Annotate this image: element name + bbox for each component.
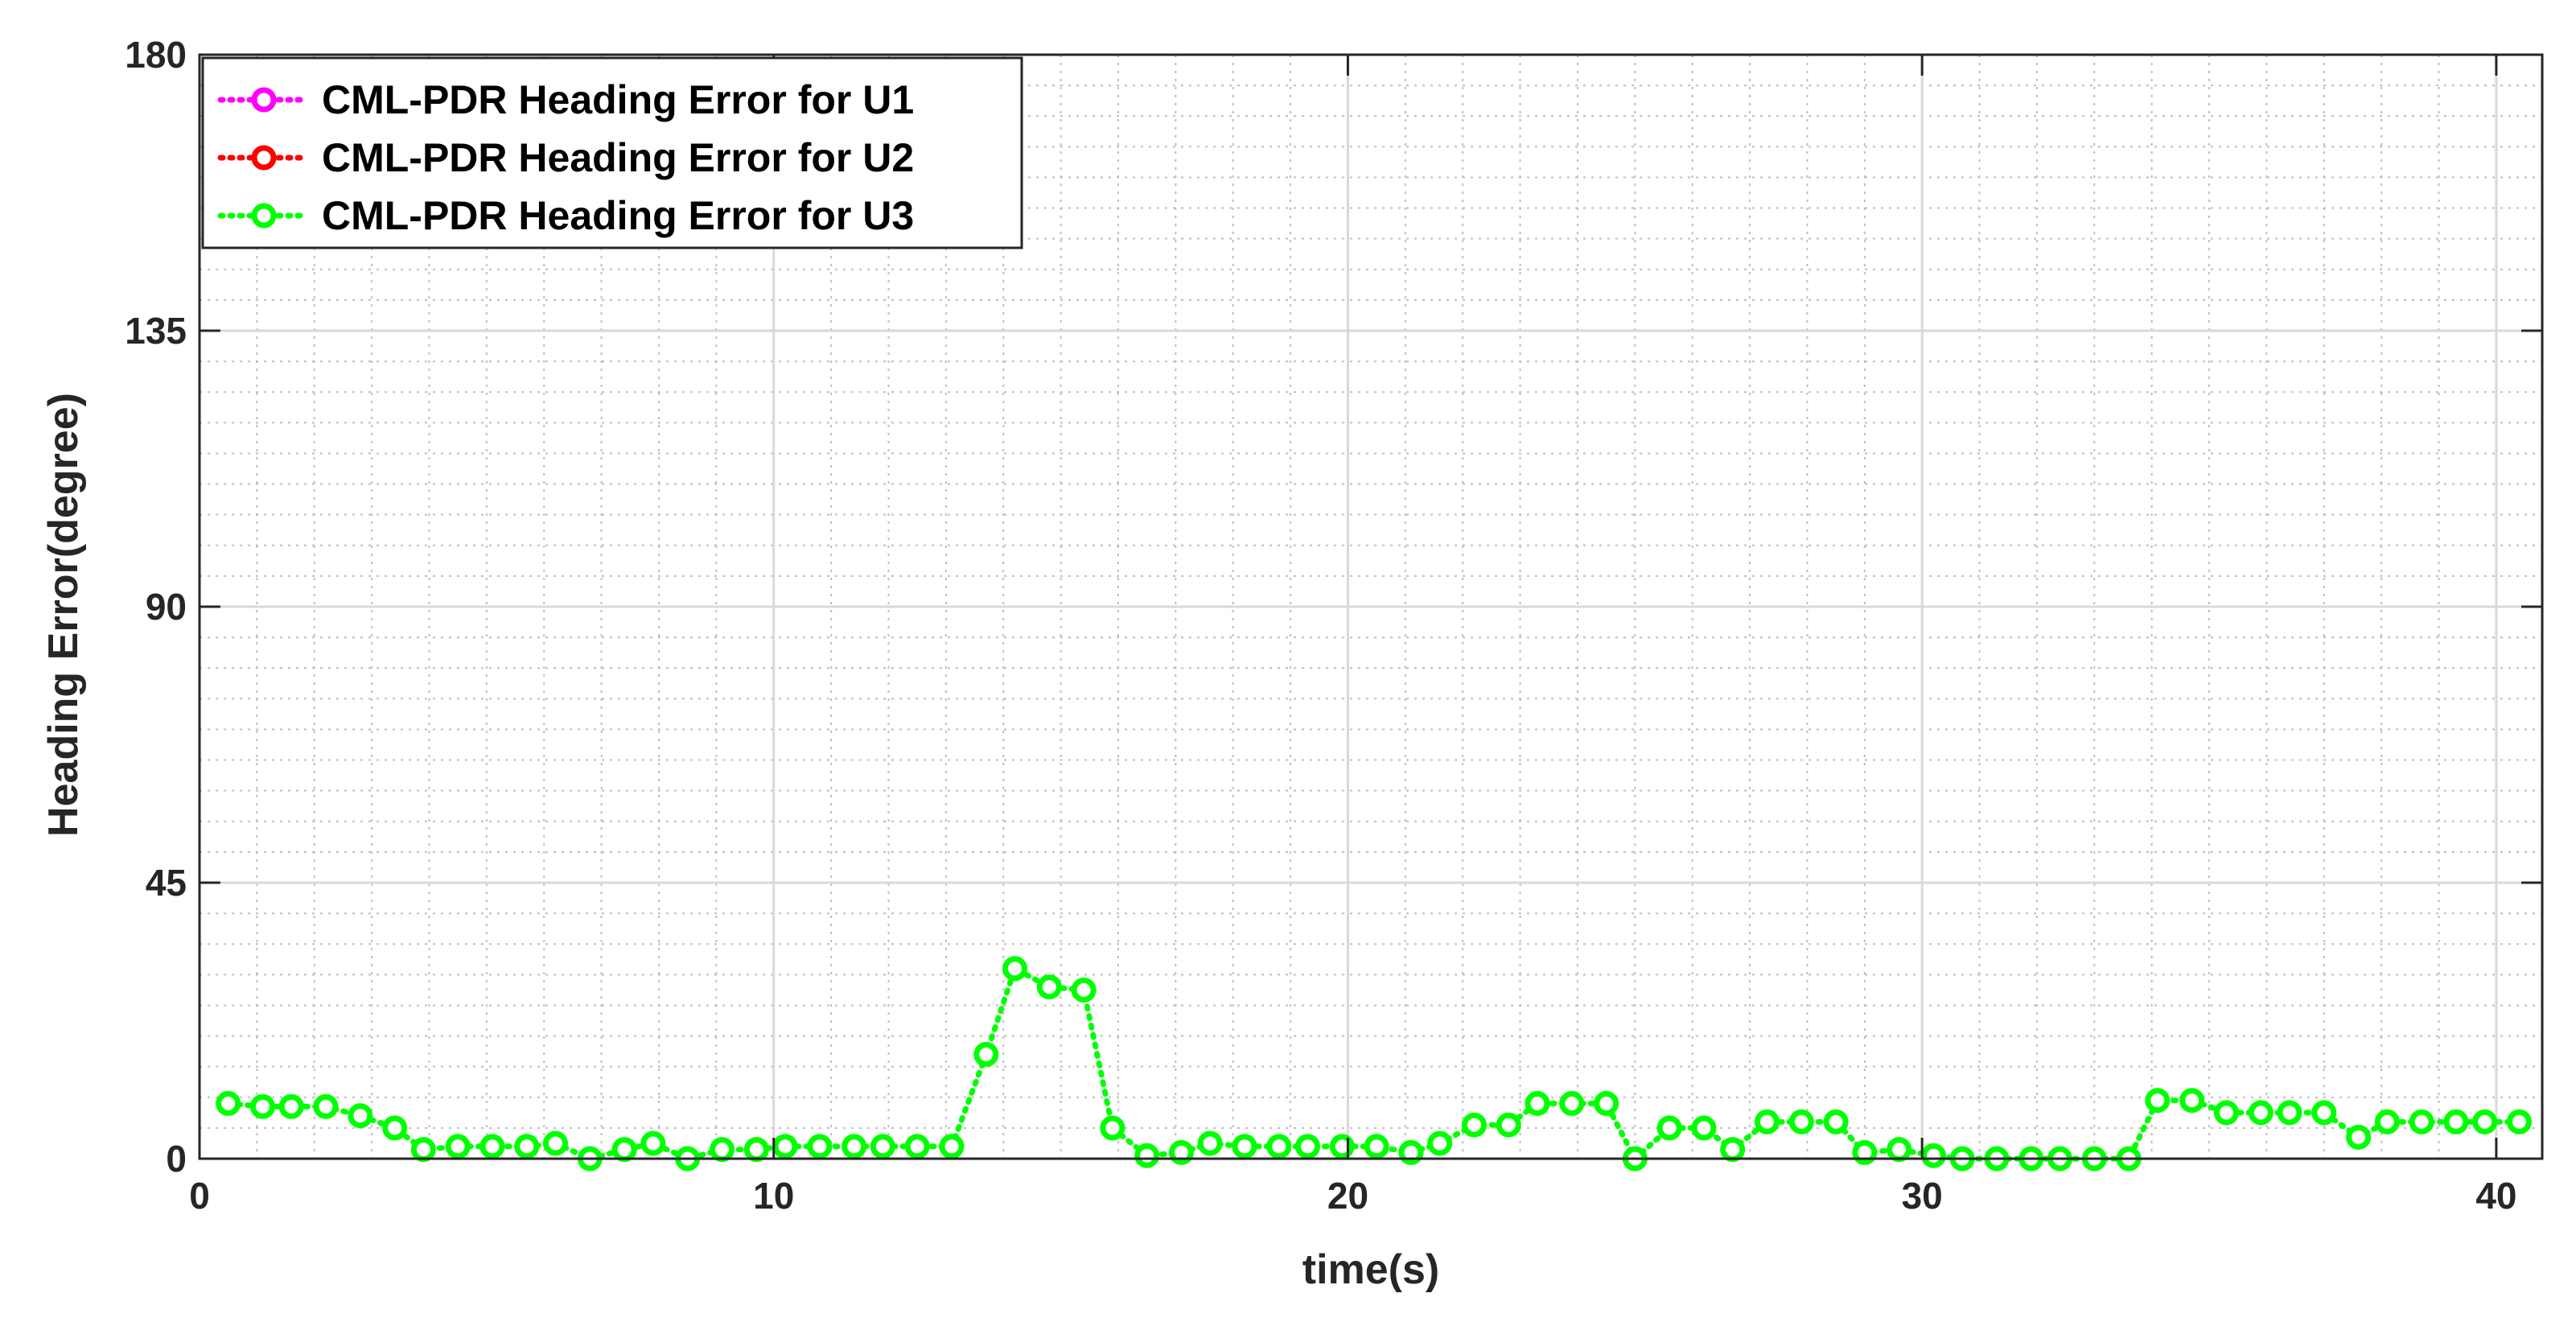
tick-layer: 0 10 20 30 40 0 45 90 135 180 bbox=[125, 34, 2542, 1217]
data-point bbox=[382, 1115, 408, 1141]
data-point bbox=[1720, 1137, 1746, 1163]
data-point bbox=[1036, 974, 1062, 1000]
legend-marker bbox=[251, 87, 277, 113]
data-point bbox=[807, 1134, 833, 1159]
data-point bbox=[1496, 1112, 1521, 1138]
data-point bbox=[973, 1041, 999, 1067]
data-point bbox=[1427, 1131, 1453, 1156]
data-point bbox=[2374, 1109, 2400, 1135]
data-point bbox=[1525, 1090, 1550, 1116]
data-point bbox=[743, 1137, 769, 1163]
x-tick-label: 20 bbox=[1327, 1175, 1368, 1217]
data-point bbox=[1461, 1112, 1487, 1138]
data-point bbox=[1266, 1134, 1292, 1159]
data-point bbox=[1232, 1134, 1257, 1159]
data-point bbox=[1594, 1090, 1619, 1116]
data-point bbox=[1656, 1115, 1682, 1141]
data-point bbox=[1559, 1090, 1585, 1116]
data-point bbox=[640, 1131, 666, 1156]
y-axis-label: Heading Error(degree) bbox=[40, 393, 87, 837]
data-point bbox=[1071, 977, 1097, 1003]
data-point bbox=[611, 1137, 637, 1163]
data-point bbox=[1197, 1131, 1223, 1156]
data-point bbox=[939, 1134, 965, 1159]
legend-entry-1: CML-PDR Heading Error for U1 bbox=[217, 77, 914, 122]
y-tick-label: 180 bbox=[125, 34, 187, 76]
data-point bbox=[348, 1103, 373, 1129]
legend-entries: CML-PDR Heading Error for U1 CML-PDR Head… bbox=[217, 77, 914, 238]
data-point bbox=[410, 1137, 436, 1163]
x-tick-label: 0 bbox=[189, 1175, 210, 1217]
data-point bbox=[1852, 1139, 1878, 1165]
data-point bbox=[445, 1134, 471, 1159]
x-tick-label: 10 bbox=[753, 1175, 794, 1217]
y-tick-label: 90 bbox=[146, 586, 187, 628]
y-tick-label: 0 bbox=[166, 1138, 187, 1180]
legend-entry-2: CML-PDR Heading Error for U2 bbox=[217, 135, 914, 180]
data-point bbox=[1002, 956, 1027, 982]
data-point bbox=[1134, 1143, 1160, 1168]
legend-label: CML-PDR Heading Error for U3 bbox=[322, 193, 914, 238]
data-point bbox=[479, 1134, 505, 1159]
y-tick-label: 135 bbox=[125, 310, 187, 352]
data-point bbox=[2213, 1100, 2239, 1126]
data-point bbox=[2277, 1100, 2302, 1126]
x-axis-label: time(s) bbox=[1302, 1246, 1439, 1293]
data-point bbox=[313, 1094, 339, 1119]
data-point bbox=[1920, 1143, 1946, 1168]
data-point bbox=[2311, 1100, 2337, 1126]
data-point bbox=[1398, 1139, 1424, 1165]
data-point bbox=[1294, 1134, 1320, 1159]
data-point bbox=[709, 1137, 735, 1163]
data-point bbox=[2472, 1109, 2498, 1135]
data-point bbox=[2409, 1109, 2434, 1135]
data-point bbox=[904, 1134, 930, 1159]
data-point bbox=[1823, 1109, 1849, 1135]
data-point bbox=[2248, 1100, 2274, 1126]
data-point bbox=[1691, 1115, 1717, 1141]
legend-marker bbox=[251, 145, 277, 171]
legend-entry-3: CML-PDR Heading Error for U3 bbox=[217, 193, 914, 238]
data-point bbox=[543, 1131, 569, 1156]
data-point bbox=[1788, 1109, 1814, 1135]
legend-label: CML-PDR Heading Error for U2 bbox=[322, 135, 914, 180]
data-point bbox=[1887, 1137, 1912, 1163]
x-tick-label: 40 bbox=[2475, 1175, 2516, 1217]
y-tick-label: 45 bbox=[146, 862, 187, 904]
x-tick-label: 30 bbox=[1902, 1175, 1943, 1217]
data-point bbox=[278, 1094, 304, 1119]
data-point bbox=[1168, 1139, 1194, 1165]
data-point bbox=[1364, 1134, 1389, 1159]
data-point bbox=[772, 1134, 798, 1159]
data-point bbox=[870, 1134, 895, 1159]
legend: CML-PDR Heading Error for U1 CML-PDR Head… bbox=[201, 56, 1023, 249]
legend-box bbox=[201, 56, 1023, 249]
data-point bbox=[2506, 1109, 2532, 1135]
data-point bbox=[2179, 1088, 2205, 1114]
data-point bbox=[216, 1090, 241, 1116]
data-point bbox=[2443, 1109, 2469, 1135]
data-point bbox=[2346, 1124, 2372, 1150]
data-point bbox=[250, 1094, 276, 1119]
legend-marker bbox=[251, 203, 277, 229]
data-point bbox=[2145, 1088, 2171, 1114]
data-point bbox=[1100, 1115, 1125, 1141]
legend-label: CML-PDR Heading Error for U1 bbox=[322, 77, 914, 122]
data-point bbox=[514, 1134, 540, 1159]
data-point bbox=[842, 1134, 867, 1159]
data-point bbox=[1754, 1109, 1780, 1135]
